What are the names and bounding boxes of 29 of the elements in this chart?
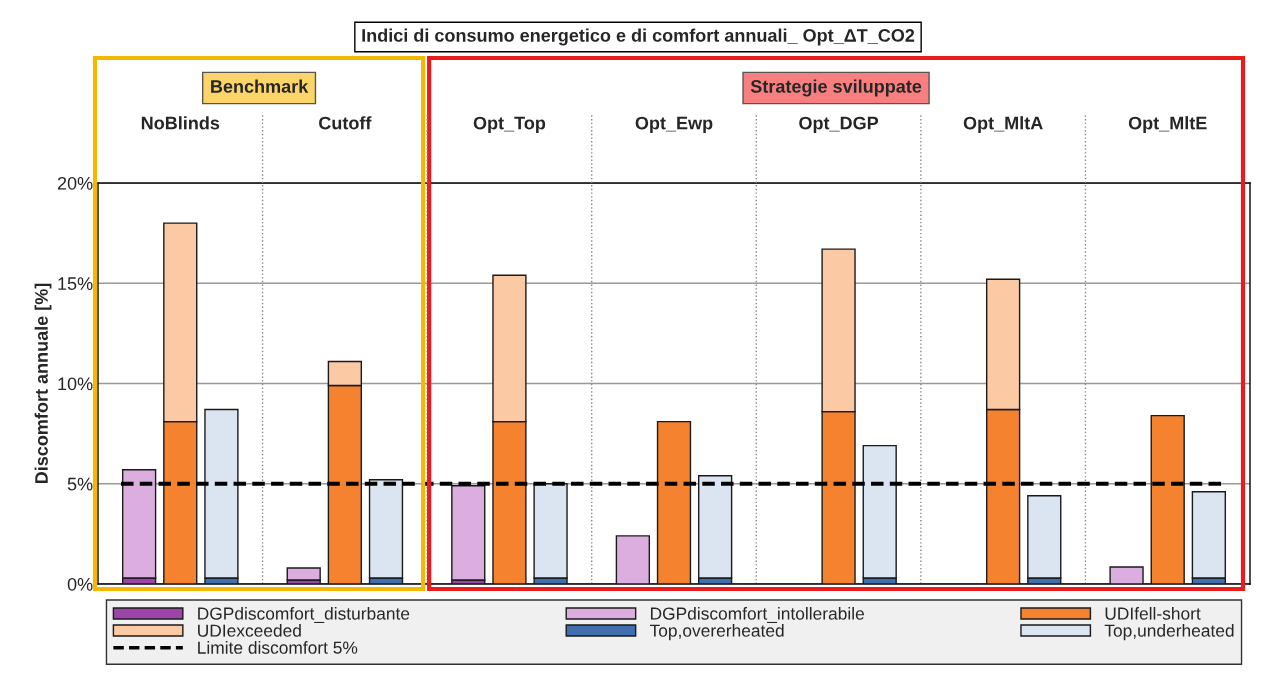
y-axis-title: Discomfort annuale [%] bbox=[34, 283, 52, 484]
bar bbox=[656, 420, 692, 584]
y-tick-label: 0% bbox=[67, 577, 93, 591]
legend-label: Top,overerheated bbox=[649, 624, 784, 641]
text: Benchmark bbox=[211, 79, 309, 93]
y-tick-label: 15% bbox=[58, 277, 93, 290]
x-tick-label: Cutoff bbox=[319, 116, 372, 130]
x-tick-label: NoBlinds bbox=[141, 116, 220, 130]
y-tick-label: 10% bbox=[58, 377, 93, 391]
legend-label: Top,underheated bbox=[1104, 624, 1234, 641]
x-tick-label: Opt_MltA bbox=[963, 116, 1043, 133]
chart-title: Indici di consumo energetico e di comfort annuali_ Opt_ΔT_CO2 bbox=[362, 28, 915, 46]
legend-label: DGPdiscomfort_disturbante bbox=[198, 606, 410, 624]
x-tick-label: Opt_Ewp bbox=[635, 116, 713, 133]
legend-label: Limite discomfort 5% bbox=[198, 641, 358, 654]
legend-label: UDIexceeded bbox=[198, 624, 301, 637]
legend-label: UDIfell-short bbox=[1105, 606, 1201, 620]
x-tick-label: Opt_DGP bbox=[799, 116, 879, 133]
x-tick-label: Opt_MltE bbox=[1128, 116, 1207, 133]
bar bbox=[1150, 414, 1185, 584]
bar bbox=[286, 567, 321, 581]
y-tick-label: 5% bbox=[67, 477, 93, 491]
legend-label: DGPdiscomfort_intollerabile bbox=[650, 606, 864, 624]
y-tick-label: 20% bbox=[57, 176, 93, 190]
x-tick-label: Opt_Top bbox=[473, 116, 546, 133]
bar bbox=[1109, 566, 1144, 584]
bar bbox=[615, 535, 651, 584]
text: Strategie sviluppate bbox=[750, 79, 922, 97]
bar bbox=[451, 485, 486, 581]
